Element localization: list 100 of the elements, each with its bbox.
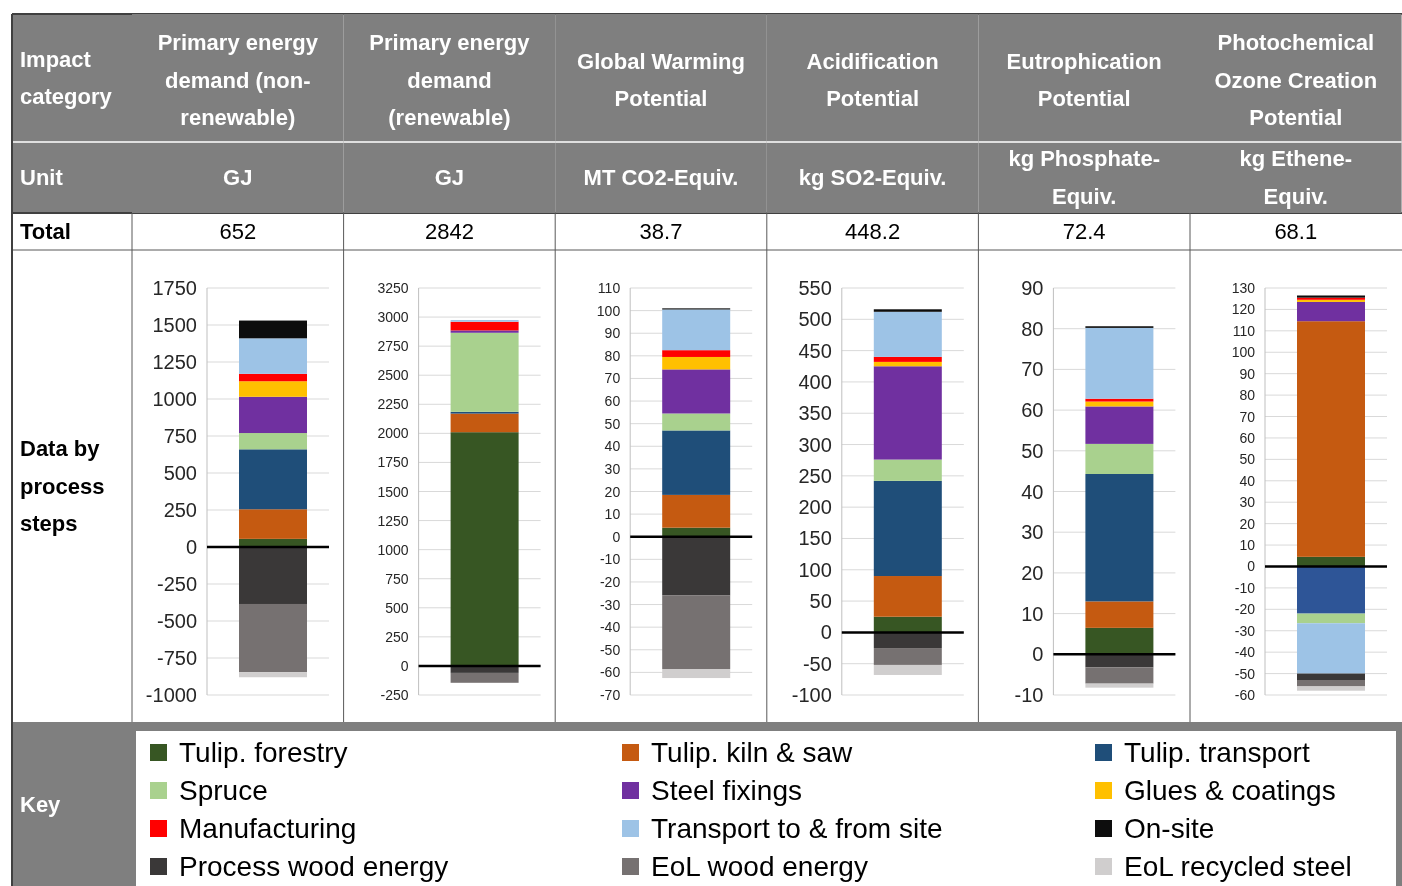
chart-subtitle: GJ: [434, 165, 465, 190]
y-tick-label: 400: [798, 370, 832, 393]
bar: [1085, 398, 1154, 402]
bar: [662, 350, 731, 357]
y-tick-label: 200: [798, 496, 832, 519]
y-tick-label: 1750: [377, 454, 409, 471]
bar: [662, 309, 731, 351]
y-tick-label: 130: [1231, 280, 1256, 296]
y-tick-label: -50: [1234, 665, 1256, 682]
bar: [450, 432, 519, 666]
y-tick-label: 0: [1032, 643, 1044, 666]
y-tick-label: -1000: [145, 684, 197, 706]
bar: [239, 433, 307, 450]
y-tick-label: -30: [1234, 622, 1256, 639]
y-tick-label: 40: [1021, 480, 1044, 503]
legend-label: Transport to & from site: [651, 812, 943, 844]
text: Key: [20, 791, 62, 817]
y-tick-label: 10: [604, 506, 621, 523]
bar: [1085, 474, 1154, 602]
y-tick-label: 2250: [377, 396, 409, 413]
bar: [1297, 566, 1365, 614]
y-tick-label: 250: [385, 628, 409, 645]
bar: [239, 603, 307, 673]
y-tick-label: -60: [1234, 687, 1256, 703]
y-tick-label: 1000: [152, 388, 197, 410]
y-tick-label: -40: [1234, 644, 1256, 661]
bar: [1085, 667, 1154, 684]
y-tick-label: 80: [604, 347, 621, 364]
y-tick-label: 20: [1021, 561, 1044, 584]
y-tick-label: 40: [604, 438, 621, 455]
y-tick-label: 3000: [377, 309, 409, 326]
chart-subtitle: kg Ethene-Equiv.: [1239, 146, 1353, 209]
bar: [450, 672, 519, 683]
y-tick-label: 10: [1021, 602, 1044, 625]
y-tick-label: 90: [1021, 277, 1044, 299]
y-tick-label: 50: [1239, 451, 1256, 468]
y-tick-label: -500: [156, 610, 197, 632]
legend-label: Tulip. transport: [1124, 736, 1310, 768]
y-tick-label: 1500: [377, 483, 409, 500]
y-tick-label: 2750: [377, 338, 409, 355]
y-tick-label: 2000: [377, 425, 409, 442]
text: 652: [219, 219, 257, 244]
y-tick-label: 450: [798, 339, 832, 362]
bar: [662, 369, 731, 414]
legend-label: Manufacturing: [179, 812, 357, 844]
y-tick-label: 50: [604, 415, 621, 432]
bar: [239, 338, 307, 374]
y-tick-label: 60: [1239, 429, 1256, 446]
legend-label: Glues & coatings: [1124, 774, 1336, 806]
y-tick-label: 120: [1231, 301, 1256, 318]
y-tick-label: -10: [599, 551, 621, 568]
chart-subtitle: kg Phosphate-Equiv.: [1008, 146, 1160, 209]
bar: [1085, 627, 1154, 655]
bar: [873, 356, 942, 362]
legend-label: EoL recycled steel: [1124, 850, 1352, 882]
bar: [239, 547, 307, 604]
bar: [662, 595, 731, 669]
bar: [873, 366, 942, 460]
y-tick-label: 500: [798, 308, 832, 331]
y-tick-label: 0: [1247, 558, 1256, 575]
y-tick-label: 100: [596, 302, 621, 319]
legend-label: On-site: [1124, 812, 1215, 844]
y-tick-label: 1500: [152, 314, 197, 336]
y-tick-label: 750: [163, 425, 197, 447]
y-tick-label: 10: [1239, 537, 1256, 554]
y-tick-label: 500: [385, 599, 409, 616]
y-tick-label: -750: [156, 647, 197, 669]
bar: [873, 311, 942, 357]
y-tick-label: 1250: [377, 512, 409, 529]
y-tick-label: 70: [604, 370, 621, 387]
chart-title: Acidification Potential: [806, 48, 939, 112]
bar: [1297, 613, 1365, 624]
bar: [873, 361, 942, 367]
y-tick-label: 0: [820, 621, 832, 644]
chart-title: Primary energy demand (non-renewable): [157, 30, 319, 130]
legend-label: Process wood energy: [179, 850, 449, 882]
bar: [662, 494, 731, 528]
bar: [873, 480, 942, 577]
y-tick-label: 20: [604, 483, 621, 500]
y-tick-label: -250: [156, 573, 197, 595]
y-tick-label: 1000: [377, 541, 409, 558]
y-tick-label: 110: [1232, 322, 1256, 339]
y-tick-label: 1250: [152, 351, 197, 373]
y-tick-label: -250: [380, 687, 409, 703]
bar: [450, 413, 519, 433]
y-tick-label: 750: [385, 570, 409, 587]
bar: [1297, 321, 1365, 557]
bar: [1085, 406, 1154, 444]
bar: [239, 449, 307, 510]
y-tick-label: -70: [599, 687, 621, 703]
y-tick-label: -60: [599, 664, 621, 681]
bar: [662, 413, 731, 431]
bar: [1085, 601, 1154, 628]
chart-title: Global Warming Potential: [577, 48, 745, 112]
bar: [1297, 686, 1365, 691]
y-tick-label: 110: [597, 280, 621, 296]
bar: [239, 672, 307, 678]
bar: [1085, 443, 1154, 474]
y-tick-label: -20: [1234, 601, 1256, 618]
y-tick-label: 300: [798, 433, 832, 456]
